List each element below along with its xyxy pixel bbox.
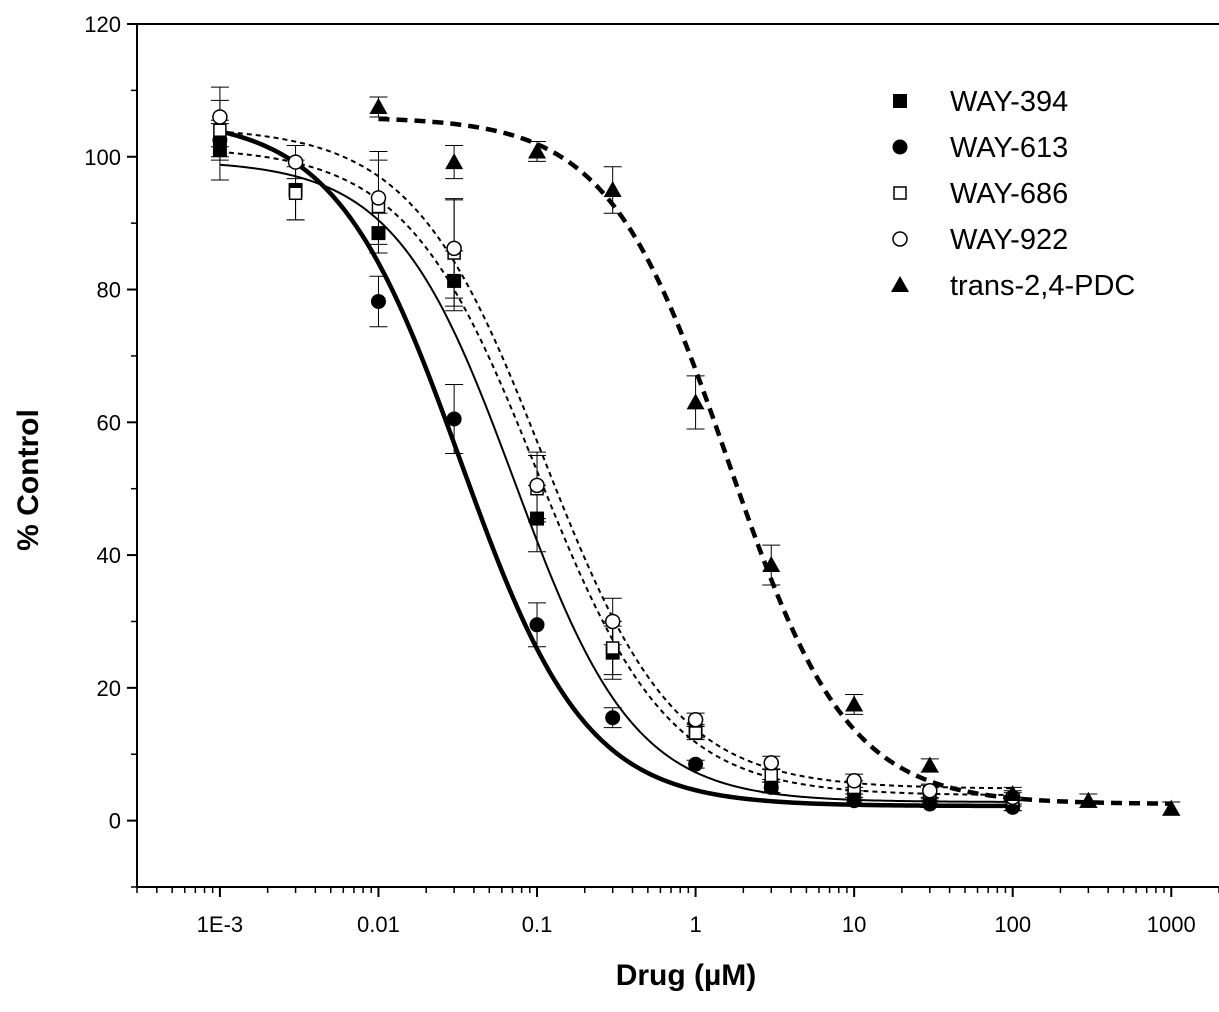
data-point-trans-2-4-pdc	[920, 756, 939, 773]
data-point-way-922	[287, 154, 304, 170]
data-point-trans-2-4-pdc	[369, 97, 388, 114]
data-point-way-686	[764, 768, 778, 783]
data-point-way-686	[288, 186, 303, 201]
y-tick-label: 0	[109, 809, 121, 834]
legend-symbol-way-613	[892, 139, 908, 155]
y-tick-label: 100	[84, 145, 121, 170]
x-axis-title: Drug (µM)	[616, 959, 757, 992]
data-point-way-922	[370, 190, 387, 206]
legend-symbol-way-686	[893, 186, 907, 200]
legend-label-way-394: WAY-394	[950, 86, 1068, 118]
data-point-trans-2-4-pdc	[1003, 785, 1022, 802]
data-markers	[212, 97, 1181, 816]
fit-curve-way-686	[219, 150, 1013, 796]
data-point-way-613	[763, 779, 779, 795]
x-tick-label: 0.1	[522, 912, 553, 937]
data-point-way-922	[763, 755, 779, 771]
legend-label-way-613: WAY-613	[950, 132, 1068, 164]
data-point-way-613	[688, 756, 704, 772]
fit-curve-way-394	[219, 163, 1013, 803]
data-point-way-613	[846, 793, 862, 809]
data-point-way-922	[604, 613, 621, 630]
fit-curves	[219, 116, 1172, 809]
data-point-way-922	[846, 773, 862, 789]
y-tick-label: 60	[97, 410, 121, 435]
data-point-way-394	[530, 511, 545, 526]
data-point-way-686	[605, 641, 620, 655]
legend-symbol-way-394	[893, 94, 907, 108]
data-point-trans-2-4-pdc	[1079, 791, 1098, 808]
data-point-way-922	[687, 711, 704, 728]
data-point-way-613	[605, 710, 621, 726]
legend-label-way-922: WAY-922	[950, 224, 1068, 256]
plot-frame	[136, 23, 1219, 888]
legend-symbol-way-922	[892, 231, 908, 247]
y-axis: 0 20 40 60 80 100 120	[84, 12, 137, 888]
data-point-trans-2-4-pdc	[1162, 799, 1181, 816]
data-point-way-922	[212, 109, 228, 125]
x-axis: 1E-3 0.01 0.1 1 10 100 1000	[136, 887, 1219, 937]
fit-curve-way-613	[219, 129, 1013, 809]
data-point-trans-2-4-pdc	[762, 556, 781, 573]
data-point-way-613	[446, 411, 462, 427]
data-point-way-613	[922, 796, 938, 812]
data-point-way-922	[446, 240, 462, 257]
data-point-way-922	[529, 477, 545, 494]
legend: WAY-394 WAY-613 WAY-686 WAY-922 trans-2,4-PD…	[891, 86, 1135, 302]
legend-symbol-trans-2-4-pdc	[891, 276, 909, 292]
data-point-trans-2-4-pdc	[603, 180, 622, 197]
data-point-trans-2-4-pdc	[845, 695, 864, 712]
data-point-way-394	[447, 273, 462, 288]
data-point-way-613	[529, 617, 545, 633]
data-point-way-922	[922, 782, 938, 799]
data-point-trans-2-4-pdc	[445, 153, 464, 170]
x-tick-label: 100	[994, 912, 1031, 937]
y-tick-label: 20	[97, 676, 121, 701]
y-tick-label: 80	[97, 278, 121, 303]
y-tick-label: 120	[84, 12, 121, 37]
legend-label-trans-2-4-pdc: trans-2,4-PDC	[950, 270, 1135, 302]
x-tick-label: 10	[842, 912, 866, 937]
x-tick-label: 1000	[1147, 912, 1196, 937]
x-tick-label: 1E-3	[197, 912, 243, 937]
data-point-way-394	[371, 226, 386, 241]
fit-curve-way-922	[219, 130, 1013, 790]
fit-curve-trans-2-4-pdc	[378, 116, 1172, 806]
data-point-trans-2-4-pdc	[528, 142, 547, 159]
data-point-way-613	[370, 293, 386, 309]
y-axis-title: % Control	[12, 409, 45, 551]
x-tick-label: 0.01	[357, 912, 400, 937]
data-point-way-686	[213, 123, 227, 137]
x-tick-label: 1	[689, 912, 701, 937]
legend-label-way-686: WAY-686	[950, 178, 1068, 210]
data-point-way-686	[688, 726, 703, 740]
data-point-trans-2-4-pdc	[686, 393, 705, 410]
y-tick-label: 40	[97, 543, 121, 568]
